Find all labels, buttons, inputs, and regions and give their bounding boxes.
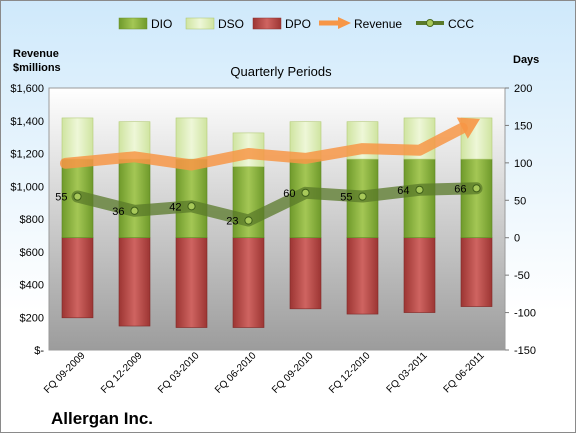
right-tick-4: 50 — [514, 195, 526, 207]
legend-label-ccc: CCC — [448, 17, 474, 31]
ccc-point-4 — [301, 188, 310, 197]
x-tick-6: FQ 03-2011 — [385, 350, 430, 395]
ccc-point-1 — [130, 206, 139, 215]
ccc-labels-group: 55 36 42 23 60 55 64 66 — [55, 183, 466, 227]
revenue-line — [60, 122, 468, 171]
left-tick-8: $1,600 — [10, 83, 44, 95]
right-tick-6: 150 — [514, 120, 532, 132]
ccc-label-4: 60 — [283, 188, 295, 200]
legend-label-revenue: Revenue — [354, 17, 402, 31]
bar-dpo-2 — [175, 237, 208, 328]
ccc-point-2 — [187, 202, 196, 211]
legend-label-dpo: DPO — [285, 17, 311, 31]
bar-dio-1 — [118, 158, 151, 239]
right-tick-7: 200 — [514, 83, 532, 95]
x-axis-ticks: FQ 09-2009 FQ 12-2009 FQ 03-2010 FQ 06-2010… — [42, 350, 487, 396]
bar-dio-6 — [403, 158, 436, 239]
right-tick-3: 0 — [514, 233, 520, 245]
left-tick-5: $1,000 — [10, 181, 44, 193]
right-tick-2: -50 — [514, 270, 530, 282]
x-tick-4: FQ 09-2010 — [270, 350, 316, 396]
bar-dpo-5 — [346, 237, 379, 315]
bar-dso-0 — [61, 117, 94, 160]
left-tick-6: $1,200 — [10, 149, 44, 161]
x-tick-7: FQ 06-2011 — [442, 350, 487, 395]
ccc-label-5: 55 — [340, 192, 352, 204]
left-axis-ticks: $- $200 $400 $600 $800 $1,000 $1,200 $1,400 $1,6… — [10, 83, 44, 357]
bar-dpo-1 — [118, 237, 151, 327]
ccc-point-6 — [415, 185, 424, 194]
chart-title: Quarterly Periods — [230, 64, 332, 79]
left-axis-label-line2: $millions — [13, 62, 61, 74]
left-tick-4: $800 — [20, 214, 44, 226]
ccc-label-2: 42 — [169, 201, 181, 213]
bar-dpo-3 — [232, 237, 265, 328]
left-tick-2: $400 — [20, 280, 44, 292]
x-tick-5: FQ 12-2010 — [327, 350, 373, 396]
x-tick-1: FQ 12-2009 — [99, 350, 145, 396]
left-tick-3: $600 — [20, 247, 44, 259]
x-tick-0: FQ 09-2009 — [42, 350, 88, 396]
ccc-point-5 — [358, 192, 367, 201]
left-tick-0: $- — [34, 345, 44, 357]
bar-dpo-7 — [460, 237, 493, 307]
bar-dio-7 — [460, 158, 493, 239]
ccc-label-0: 55 — [55, 192, 67, 204]
ccc-point-7 — [472, 184, 481, 193]
ccc-line — [71, 182, 483, 227]
legend-swatch-dio — [118, 17, 148, 30]
ccc-label-7: 66 — [454, 183, 466, 195]
ccc-point-3 — [244, 216, 253, 225]
ccc-label-6: 64 — [397, 185, 409, 197]
bar-dio-2 — [175, 158, 208, 239]
legend-swatch-ccc — [416, 19, 444, 27]
ccc-label-1: 36 — [112, 206, 124, 218]
bar-dpo-6 — [403, 237, 436, 313]
ccc-point-0 — [73, 192, 82, 201]
revenue-arrowhead — [456, 117, 481, 139]
legend-swatch-revenue — [319, 17, 351, 29]
right-tick-0: -150 — [514, 345, 536, 357]
legend-label-dso: DSO — [218, 17, 244, 31]
legend: DIO DSO DPO Revenue CCC — [118, 17, 474, 31]
x-tick-3: FQ 06-2010 — [213, 350, 259, 396]
right-axis-ticks: -150 -100 -50 0 50 100 150 200 — [505, 83, 536, 357]
plot-area — [48, 87, 506, 351]
bar-dso-7 — [460, 117, 493, 160]
left-tick-1: $200 — [20, 312, 44, 324]
right-axis-label: Days — [513, 54, 539, 66]
left-axis-label-line1: Revenue — [13, 48, 59, 60]
left-tick-7: $1,400 — [10, 116, 44, 128]
ccc-label-3: 23 — [226, 215, 238, 227]
legend-label-dio: DIO — [151, 17, 172, 31]
ccc-series — [71, 182, 483, 227]
x-tick-2: FQ 03-2010 — [156, 350, 202, 396]
legend-swatch-dpo — [252, 17, 282, 30]
company-name: Allergan Inc. — [51, 409, 153, 428]
bar-dpo-4 — [289, 237, 322, 310]
right-tick-5: 100 — [514, 158, 532, 170]
legend-swatch-dso — [185, 17, 215, 30]
bar-dso-2 — [175, 117, 208, 160]
bar-dpo-0 — [61, 237, 94, 319]
revenue-series — [60, 117, 481, 171]
right-tick-1: -100 — [514, 308, 536, 320]
